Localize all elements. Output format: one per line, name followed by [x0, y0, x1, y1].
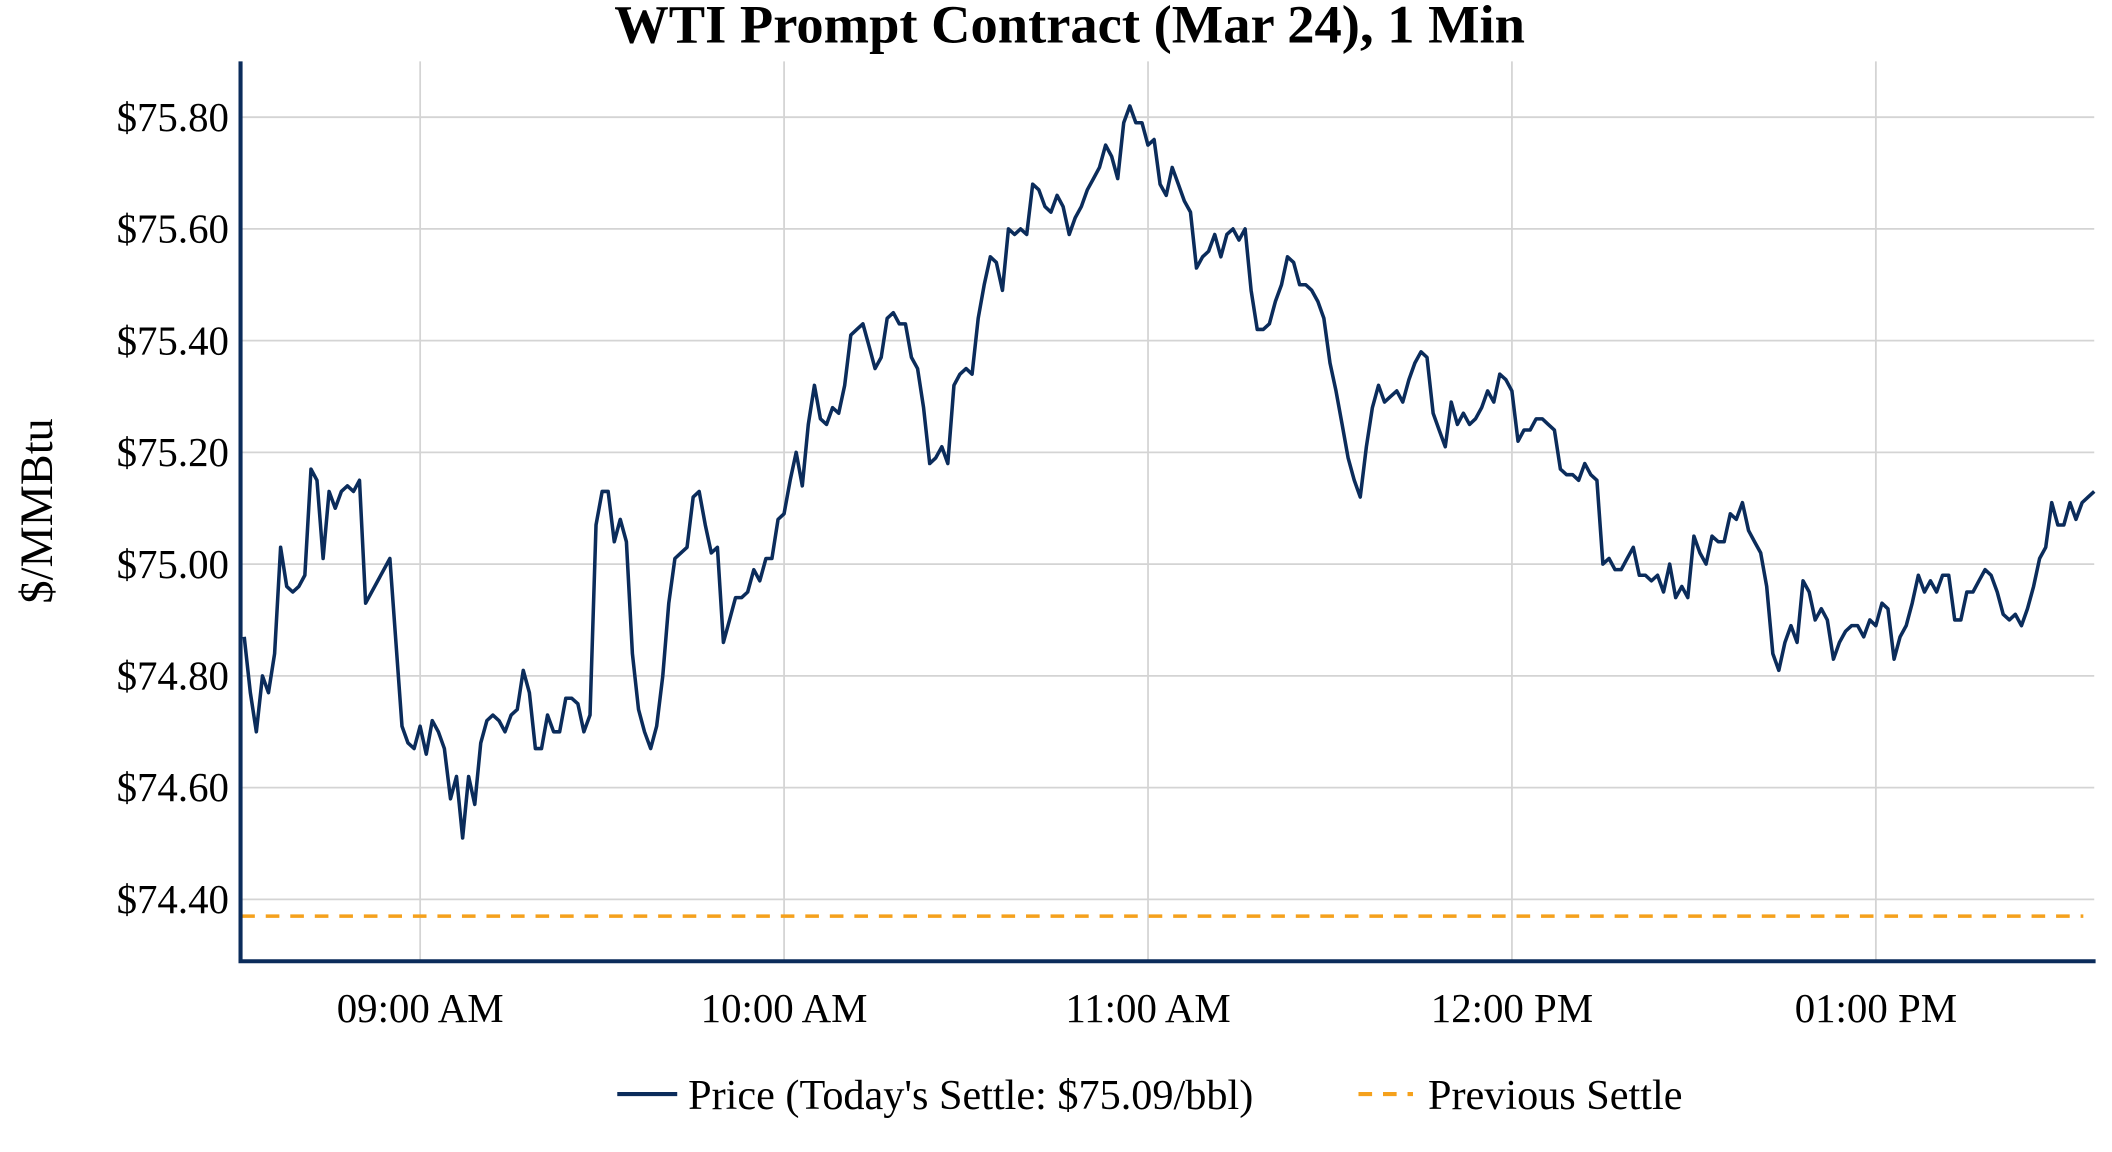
- legend-previous-settle-label: Previous Settle: [1428, 1072, 1682, 1119]
- y-tick-labels: $74.40 $74.60 $74.80 $75.00 $75.20 $75.40 $75.…: [117, 95, 229, 922]
- legend-price-label: Price (Today's Settle: $75.09/bbl): [688, 1072, 1253, 1119]
- y-tick-label: $75.20: [117, 430, 229, 475]
- x-tick-labels: 09:00 AM 10:00 AM 11:00 AM 12:00 PM 01:00 PM: [337, 986, 1957, 1031]
- y-tick-label: $74.40: [117, 877, 229, 922]
- y-tick-label: $75.40: [117, 318, 229, 363]
- y-tick-label: $75.80: [117, 95, 229, 140]
- x-tick-label: 01:00 PM: [1795, 986, 1957, 1031]
- price-line: [242, 104, 2096, 840]
- x-tick-label: 10:00 AM: [701, 986, 868, 1031]
- y-tick-label: $75.60: [117, 207, 229, 252]
- y-tick-label: $74.60: [117, 765, 229, 810]
- x-tick-label: 09:00 AM: [337, 986, 504, 1031]
- legend: Price (Today's Settle: $75.09/bbl) Previ…: [617, 1072, 1682, 1119]
- chart-title: WTI Prompt Contract (Mar 24), 1 Min: [614, 0, 1525, 54]
- series-layer: [241, 104, 2096, 918]
- y-tick-label: $75.00: [117, 542, 229, 587]
- y-tick-label: $74.80: [117, 654, 229, 699]
- y-axis-label: $/MMBtu: [12, 418, 63, 603]
- gridlines: [241, 61, 2095, 962]
- x-tick-label: 11:00 AM: [1065, 986, 1230, 1031]
- x-tick-label: 12:00 PM: [1431, 986, 1593, 1031]
